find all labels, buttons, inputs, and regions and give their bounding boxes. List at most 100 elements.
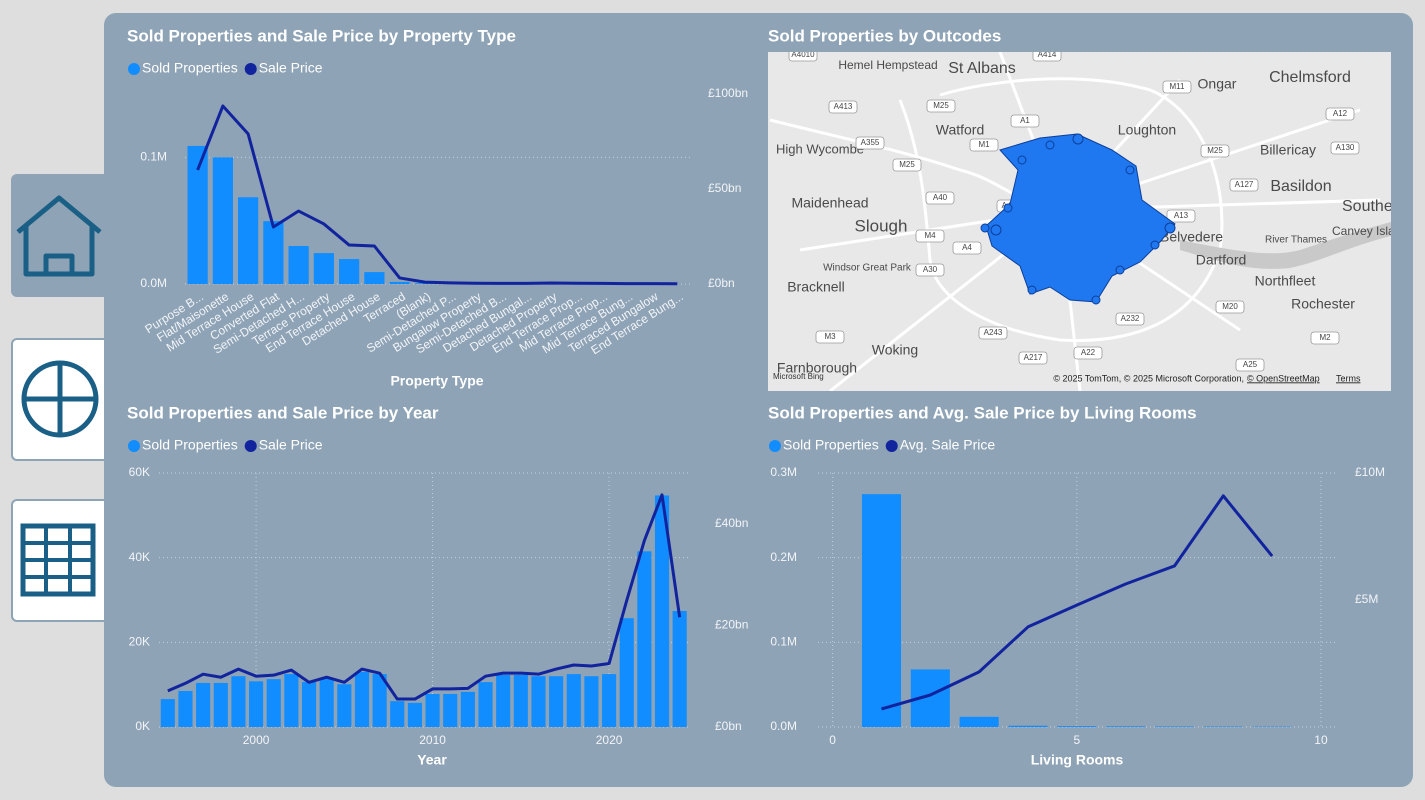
- bar: [301, 682, 317, 727]
- bar: [584, 676, 599, 727]
- road-shield: [1162, 80, 1192, 94]
- legend-marker: [244, 63, 257, 75]
- y-tick-label: 0.2M: [770, 550, 797, 564]
- y-tick-label: 0.1M: [140, 150, 167, 164]
- bar: [212, 157, 233, 284]
- road-label: M2: [1319, 333, 1331, 342]
- place-label: Southend: [1342, 198, 1411, 215]
- x-axis-title: Living Rooms: [1031, 752, 1124, 768]
- bar: [372, 674, 387, 727]
- y-tick-label: 0.3M: [770, 465, 797, 479]
- bar: [354, 671, 370, 727]
- legend-label: Sold Properties: [142, 437, 238, 453]
- bar: [263, 221, 284, 284]
- place-label: River Thames: [1265, 235, 1327, 246]
- bar: [549, 676, 564, 727]
- y2-tick-label: £100bn: [708, 86, 748, 100]
- y-tick-label: 40K: [129, 550, 150, 564]
- place-label: Billericay: [1260, 142, 1316, 158]
- road-label: A4: [962, 243, 972, 252]
- bar: [602, 674, 617, 727]
- road-shield: [1018, 351, 1048, 365]
- place-label: Belvedere: [1160, 229, 1223, 245]
- road-shield: [1235, 358, 1265, 372]
- road-shield: [1115, 312, 1145, 326]
- road-label: M4: [924, 231, 936, 240]
- road-shield: [1032, 52, 1062, 62]
- x-axis-title: Property Type: [390, 373, 483, 389]
- nav-map[interactable]: [11, 338, 109, 461]
- bar: [407, 702, 422, 727]
- legend-marker: [244, 440, 257, 452]
- x-tick-label: 10: [1314, 733, 1328, 747]
- bar: [425, 693, 440, 727]
- legend-label: Sale Price: [259, 437, 323, 453]
- nav-home[interactable]: [11, 174, 111, 297]
- nav-table[interactable]: [11, 499, 109, 622]
- legend-label: Sold Properties: [783, 437, 879, 453]
- legend-marker: [885, 440, 898, 452]
- road-shield: [855, 136, 885, 150]
- road-shield: [1229, 178, 1259, 192]
- place-label: St Albans: [948, 60, 1016, 77]
- y2-tick-label: £50bn: [708, 181, 741, 195]
- road-shield: [926, 99, 956, 113]
- road-label: M11: [1170, 82, 1186, 91]
- road-shield: [969, 138, 999, 152]
- y2-tick-label: £40bn: [715, 516, 748, 530]
- road-label: A13: [1174, 211, 1189, 220]
- road-label: A22: [1081, 348, 1096, 357]
- terms-link[interactable]: Terms: [1336, 373, 1361, 383]
- road-label: A30: [923, 265, 938, 274]
- bar: [531, 676, 546, 727]
- bar: [1057, 726, 1097, 727]
- y-tick-label: 0.0M: [140, 276, 167, 290]
- bar: [284, 674, 299, 727]
- bar: [288, 246, 309, 284]
- y2-tick-label: £0bn: [715, 719, 742, 733]
- road-label: A355: [861, 138, 880, 147]
- y2-tick-label: £5M: [1355, 592, 1378, 606]
- road-label: A1: [1020, 116, 1030, 125]
- bar: [478, 682, 493, 727]
- place-label: Hemel Hempstead: [838, 58, 937, 72]
- bar: [443, 693, 458, 727]
- road-label: A12: [1333, 109, 1348, 118]
- map-places: Hemel Hempstead St Albans Chelmsford Ong…: [776, 58, 1411, 376]
- bar: [1106, 726, 1146, 727]
- bar: [637, 551, 652, 727]
- road-shield: [1200, 144, 1230, 158]
- place-label: Slough: [855, 216, 908, 235]
- bar: [389, 281, 410, 284]
- road-shield: [915, 263, 945, 277]
- bar: [313, 253, 334, 284]
- road-label: A217: [1024, 353, 1043, 362]
- place-label: Farnborough: [777, 360, 857, 376]
- map-provider: Microsoft Bing: [773, 372, 824, 381]
- map-attribution: © 2025 TomTom, © 2025 Microsoft Corporat…: [1053, 373, 1244, 383]
- place-label: Northfleet: [1255, 273, 1316, 289]
- osm-link[interactable]: © OpenStreetMap: [1247, 373, 1320, 383]
- y2-tick-label: £10M: [1355, 465, 1385, 479]
- road-shield: [952, 241, 982, 255]
- road-shield: [828, 100, 858, 114]
- chart-title: Sold Properties and Sale Price by Proper…: [127, 26, 516, 45]
- bar: [213, 682, 228, 727]
- place-label: Watford: [936, 122, 985, 138]
- road-label: A25: [1243, 360, 1258, 369]
- road-label: A130: [1336, 143, 1355, 152]
- road-shield: [1010, 114, 1040, 128]
- bar: [249, 681, 264, 727]
- bar: [160, 699, 175, 727]
- place-label: Dartford: [1196, 252, 1247, 268]
- line-series: [167, 493, 682, 701]
- x-tick-label: 2010: [419, 733, 446, 747]
- y2-tick-label: £20bn: [715, 618, 748, 632]
- road-label: A414: [1038, 50, 1057, 59]
- y-tick-label: 60K: [129, 465, 150, 479]
- x-tick-label: 0: [829, 733, 836, 747]
- road-shield: [1166, 209, 1196, 223]
- bar: [337, 684, 352, 727]
- bar: [566, 674, 581, 727]
